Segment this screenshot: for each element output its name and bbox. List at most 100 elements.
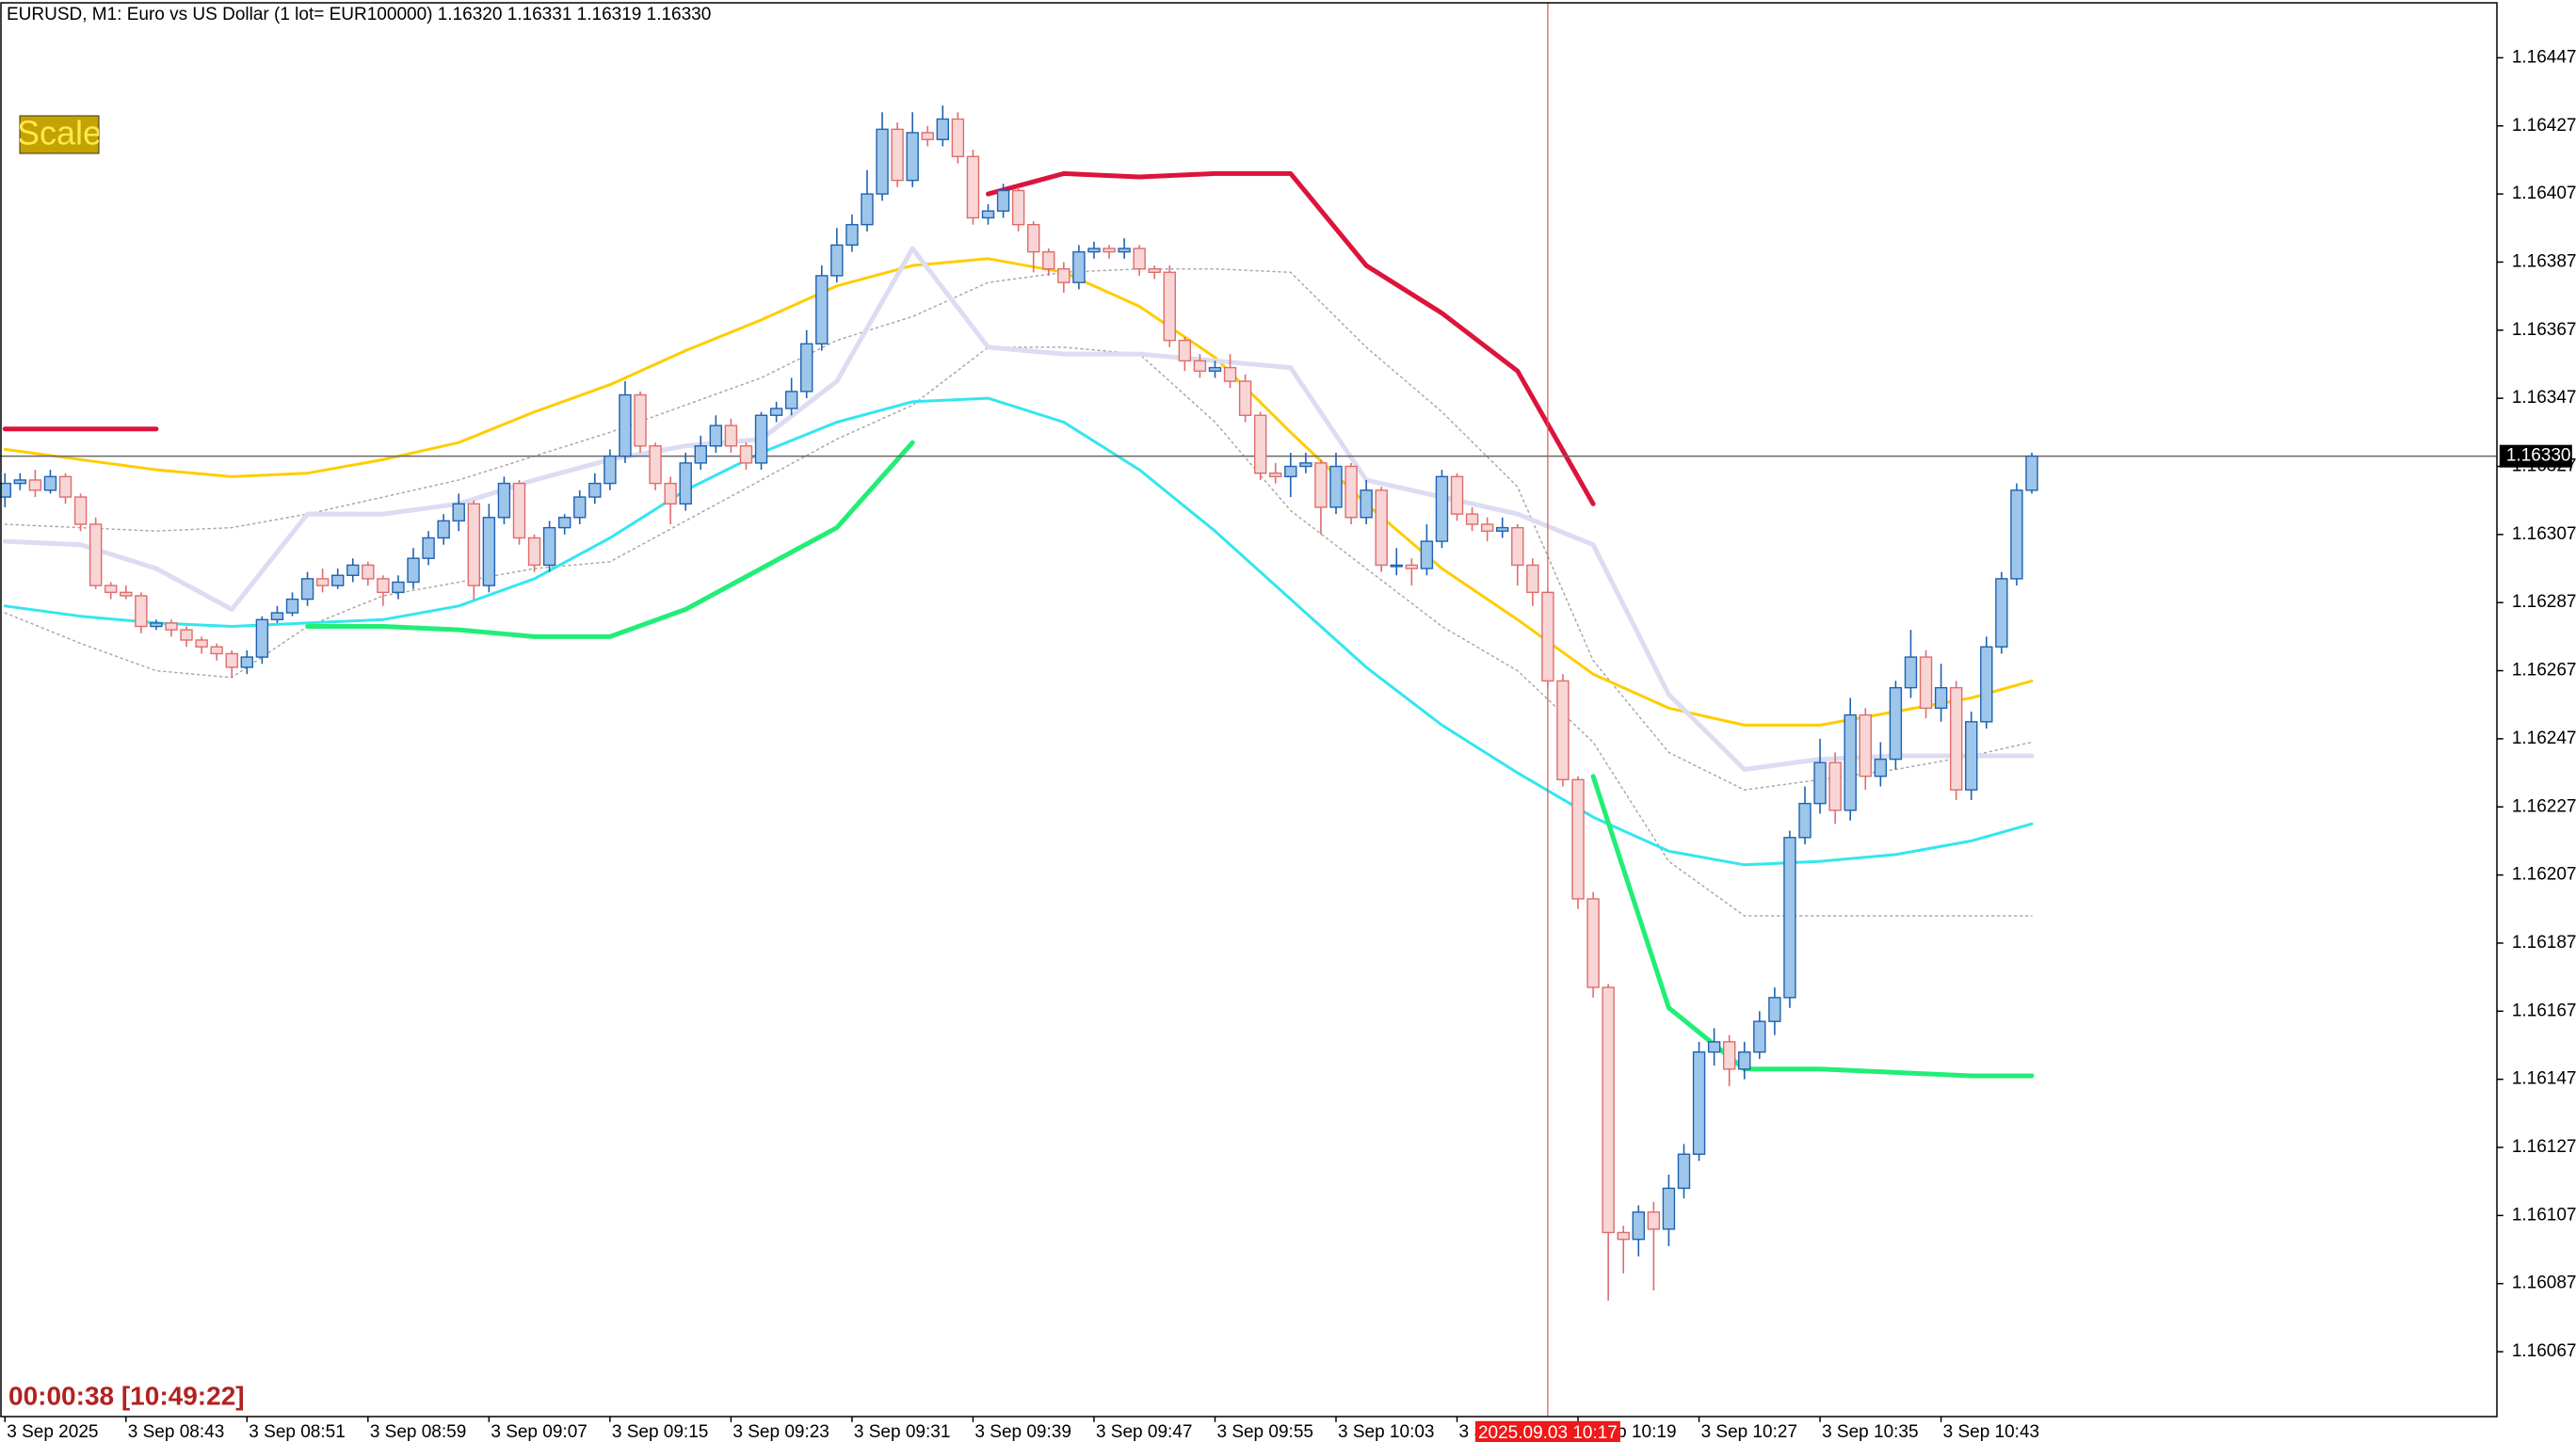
- candle-body: [1496, 526, 1509, 532]
- x-tick-label: 3 Sep 09:15: [612, 1422, 708, 1442]
- candle-body: [1480, 523, 1494, 532]
- candle-body: [1738, 1051, 1751, 1070]
- x-tick-label: 3 Sep 09:47: [1096, 1422, 1192, 1442]
- candle-body: [73, 496, 88, 525]
- plot-frame: [0, 2, 2498, 1418]
- candle-body: [1949, 686, 1963, 791]
- candle-body: [1360, 489, 1373, 519]
- y-tick-label: 1.16227: [2512, 796, 2576, 816]
- y-tick-label: 1.16087: [2512, 1274, 2576, 1293]
- candle-body: [527, 537, 541, 567]
- candle-body: [1178, 339, 1192, 362]
- y-tick-label: 1.16147: [2512, 1069, 2576, 1089]
- current-price-label: 1.16330: [2506, 446, 2571, 466]
- candle-body: [1420, 540, 1434, 569]
- y-tick-label: 1.16387: [2512, 251, 2576, 271]
- y-tick-label: 1.16427: [2512, 116, 2576, 136]
- candle-body: [604, 455, 617, 485]
- candle-body: [1253, 414, 1267, 474]
- candle-body: [1859, 713, 1872, 777]
- candle-body: [2025, 455, 2038, 491]
- candle-body: [542, 526, 556, 567]
- candle-body: [255, 618, 269, 658]
- x-tick-label: 3 Sep 10:35: [1822, 1422, 1918, 1442]
- y-tick-label: 1.16067: [2512, 1341, 2576, 1361]
- candle-body: [1314, 462, 1328, 508]
- candle-body: [679, 462, 692, 505]
- y-tick-label: 1.16287: [2512, 592, 2576, 612]
- candle-body: [120, 591, 133, 597]
- x-tick-label: 3 Sep 10:43: [1943, 1422, 2039, 1442]
- candle-body: [1662, 1187, 1676, 1230]
- candle-body: [135, 595, 148, 628]
- indicator-line: [3, 257, 2034, 727]
- candle-body: [482, 517, 496, 586]
- y-tick-label: 1.16207: [2512, 865, 2576, 885]
- candle-body: [13, 479, 27, 485]
- candle-body: [784, 391, 798, 409]
- candle-body: [1193, 360, 1207, 372]
- candle-body: [921, 132, 934, 140]
- x-tick-label: 3 Sep 10:03: [1338, 1422, 1434, 1442]
- candle-body: [300, 578, 314, 601]
- candle-body: [709, 425, 723, 447]
- candle-body: [377, 578, 390, 594]
- y-tick-label: 1.16367: [2512, 320, 2576, 340]
- candle-body: [815, 275, 829, 344]
- candle-body: [150, 622, 163, 628]
- candle-body: [407, 557, 420, 584]
- candle-body: [1133, 248, 1146, 270]
- candle-body: [1647, 1211, 1661, 1230]
- candle-body: [28, 479, 42, 491]
- crosshair-label: 2025.09.03 10:17: [1478, 1423, 1618, 1442]
- candle-body: [1072, 250, 1086, 283]
- y-tick-label: 1.16127: [2512, 1137, 2576, 1157]
- candle-body: [1405, 564, 1419, 569]
- x-tick-label: 3 Sep 09:23: [733, 1422, 829, 1442]
- candle-body: [1344, 465, 1358, 519]
- timer: 00:00:38 [10:49:22]: [8, 1381, 245, 1410]
- candle-body: [1011, 189, 1025, 226]
- scale-button[interactable]: Scale: [17, 114, 102, 154]
- candle-body: [2010, 489, 2023, 580]
- candle-body: [1768, 997, 1781, 1022]
- candle-body: [981, 210, 995, 219]
- candle-body: [1163, 271, 1176, 342]
- scale-button-bg[interactable]: [19, 115, 100, 154]
- candle-body: [0, 482, 11, 498]
- candle-body: [1465, 513, 1479, 525]
- candle-body: [724, 425, 738, 447]
- candle-body: [1299, 462, 1312, 468]
- crosshair-label-box: [1474, 1420, 1620, 1442]
- candle-body: [876, 128, 889, 195]
- candle-body: [1541, 591, 1554, 682]
- candle-body: [769, 408, 783, 416]
- candle-body: [936, 118, 950, 140]
- candle-body: [1798, 802, 1811, 839]
- x-tick-label: 3 Sep 08:51: [249, 1422, 345, 1442]
- candle-body: [906, 132, 919, 182]
- candle-body: [1843, 713, 1857, 811]
- candle-body: [1223, 366, 1237, 382]
- candle-body: [240, 656, 254, 668]
- indicator-line: [3, 396, 2034, 867]
- candle-body: [1269, 473, 1282, 478]
- candle-body: [437, 520, 450, 539]
- candle-body: [649, 445, 662, 485]
- indicator-line: [305, 440, 915, 639]
- candle-body: [754, 414, 768, 464]
- scale-button-label[interactable]: Scale: [17, 114, 102, 152]
- candle-body: [1965, 721, 1978, 791]
- axes: 1.16447 1.16427 1.16407 1.16387 1.16367 1.163…: [4, 47, 2576, 1442]
- candle-body: [422, 537, 435, 559]
- candle-body: [270, 612, 284, 620]
- current-price-box: [2499, 444, 2572, 468]
- candle-body: [1617, 1231, 1630, 1241]
- x-tick-label: 3 Sep 09:31: [854, 1422, 950, 1442]
- candle-body: [1874, 758, 1888, 777]
- candle-body: [996, 189, 1010, 212]
- y-tick-label: 1.16187: [2512, 933, 2576, 953]
- candle-body: [105, 585, 118, 594]
